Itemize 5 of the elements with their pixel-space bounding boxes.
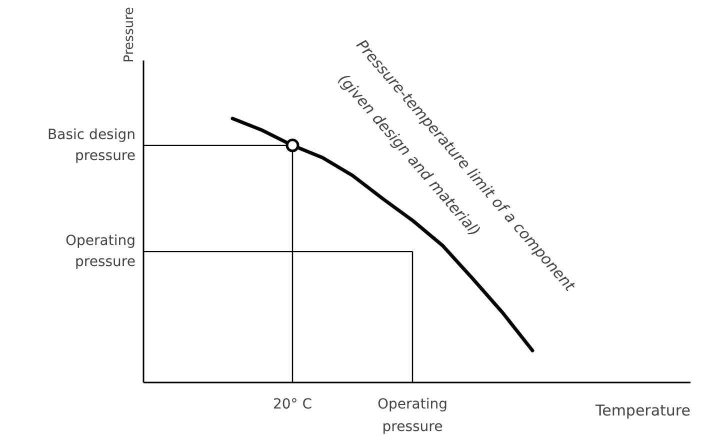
x-tick-label: 20° C: [272, 396, 312, 412]
text: Pressure: [122, 6, 137, 62]
x-axis-title: Temperature: [594, 402, 691, 420]
ref-line-label: Operating pressure: [66, 233, 136, 270]
ref-line-label: Basic design pressure: [48, 127, 136, 164]
